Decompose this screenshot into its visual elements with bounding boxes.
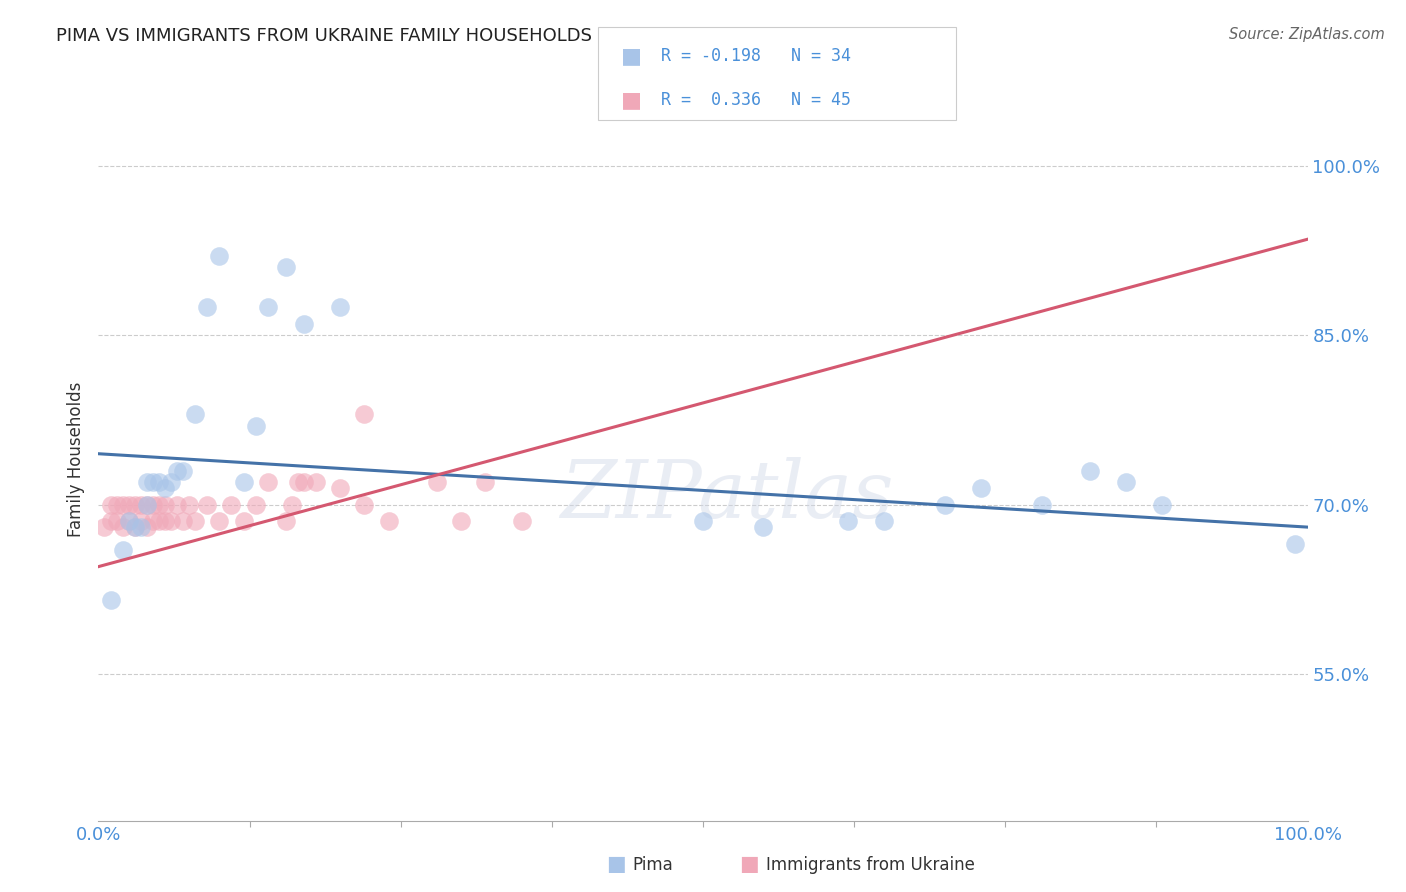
Point bbox=[111, 542, 134, 557]
Point bbox=[232, 475, 254, 489]
Point bbox=[305, 475, 328, 489]
Text: PIMA VS IMMIGRANTS FROM UKRAINE FAMILY HOUSEHOLDS CORRELATION CHART: PIMA VS IMMIGRANTS FROM UKRAINE FAMILY H… bbox=[56, 27, 793, 45]
Point bbox=[172, 464, 194, 478]
Point bbox=[118, 515, 141, 529]
Point bbox=[353, 498, 375, 512]
Point bbox=[179, 498, 201, 512]
Point bbox=[256, 300, 278, 314]
Point bbox=[148, 498, 170, 512]
Point bbox=[1284, 537, 1306, 551]
Point bbox=[1078, 464, 1101, 478]
Point bbox=[245, 498, 267, 512]
Point bbox=[129, 515, 152, 529]
Text: ■: ■ bbox=[740, 855, 759, 874]
Point bbox=[287, 475, 309, 489]
Point bbox=[1152, 498, 1174, 512]
Text: R = -0.198   N = 34: R = -0.198 N = 34 bbox=[661, 47, 851, 65]
Text: Immigrants from Ukraine: Immigrants from Ukraine bbox=[766, 856, 976, 874]
Text: Pima: Pima bbox=[633, 856, 673, 874]
Point bbox=[274, 260, 297, 275]
Point bbox=[450, 515, 472, 529]
Point bbox=[873, 515, 896, 529]
Point bbox=[474, 475, 496, 489]
Point bbox=[135, 475, 157, 489]
Point bbox=[1031, 498, 1053, 512]
Point bbox=[111, 520, 134, 534]
Point bbox=[111, 498, 134, 512]
Point bbox=[221, 498, 243, 512]
Point bbox=[100, 593, 122, 607]
Point bbox=[160, 515, 183, 529]
Text: Source: ZipAtlas.com: Source: ZipAtlas.com bbox=[1229, 27, 1385, 42]
Point bbox=[148, 515, 170, 529]
Point bbox=[274, 515, 297, 529]
Point bbox=[118, 515, 141, 529]
Point bbox=[1115, 475, 1137, 489]
Point bbox=[245, 418, 267, 433]
Point bbox=[281, 498, 304, 512]
Y-axis label: Family Households: Family Households bbox=[67, 382, 86, 537]
Point bbox=[135, 498, 157, 512]
Text: ■: ■ bbox=[621, 46, 643, 66]
Point bbox=[195, 300, 218, 314]
Point bbox=[153, 481, 176, 495]
Point bbox=[105, 515, 128, 529]
Point bbox=[292, 317, 315, 331]
Point bbox=[208, 515, 231, 529]
Point bbox=[166, 464, 188, 478]
Text: ■: ■ bbox=[621, 90, 643, 110]
Point bbox=[129, 520, 152, 534]
Point bbox=[135, 498, 157, 512]
Point bbox=[124, 520, 146, 534]
Point bbox=[142, 515, 165, 529]
Point bbox=[93, 520, 115, 534]
Point bbox=[256, 475, 278, 489]
Point bbox=[166, 498, 188, 512]
Point bbox=[124, 498, 146, 512]
Point bbox=[184, 407, 207, 421]
Point bbox=[142, 475, 165, 489]
Point bbox=[329, 481, 352, 495]
Point bbox=[100, 515, 122, 529]
Text: R =  0.336   N = 45: R = 0.336 N = 45 bbox=[661, 91, 851, 109]
Point bbox=[153, 515, 176, 529]
Text: ZIPatlas: ZIPatlas bbox=[561, 457, 894, 534]
Point bbox=[426, 475, 449, 489]
Point bbox=[184, 515, 207, 529]
Point bbox=[329, 300, 352, 314]
Point bbox=[195, 498, 218, 512]
Point bbox=[510, 515, 533, 529]
Point bbox=[172, 515, 194, 529]
Point bbox=[124, 520, 146, 534]
Point bbox=[208, 249, 231, 263]
Point bbox=[160, 475, 183, 489]
Point bbox=[100, 498, 122, 512]
Point bbox=[970, 481, 993, 495]
Point bbox=[142, 498, 165, 512]
Point bbox=[148, 475, 170, 489]
Point bbox=[292, 475, 315, 489]
Point bbox=[837, 515, 859, 529]
Text: ■: ■ bbox=[606, 855, 626, 874]
Point bbox=[752, 520, 775, 534]
Point bbox=[135, 520, 157, 534]
Point bbox=[105, 498, 128, 512]
Point bbox=[692, 515, 714, 529]
Point bbox=[153, 498, 176, 512]
Point bbox=[232, 515, 254, 529]
Point bbox=[934, 498, 956, 512]
Point bbox=[129, 498, 152, 512]
Point bbox=[353, 407, 375, 421]
Point bbox=[377, 515, 399, 529]
Point bbox=[118, 498, 141, 512]
